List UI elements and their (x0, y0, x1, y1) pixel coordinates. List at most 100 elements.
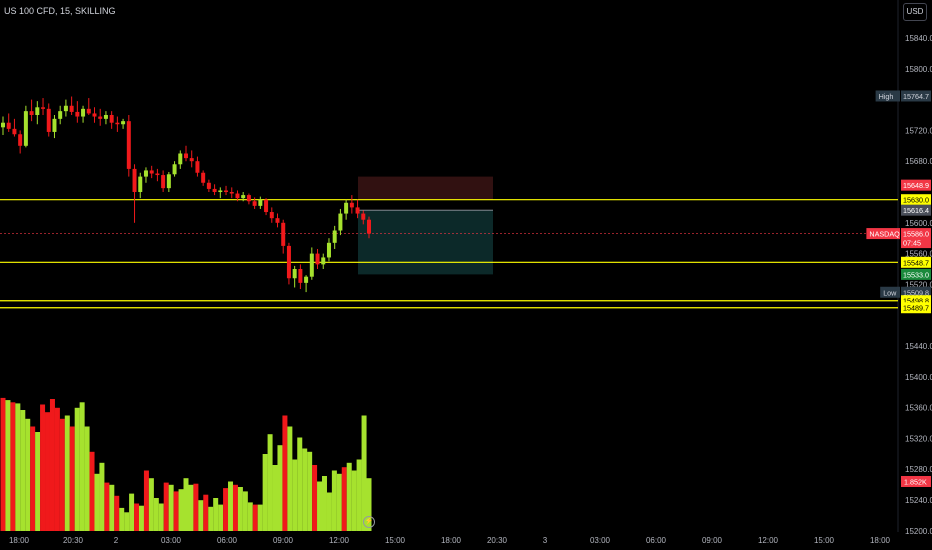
volume-bar (232, 484, 238, 531)
price-label-box (901, 256, 931, 268)
candle-body (23, 111, 28, 146)
volume-bar (138, 505, 144, 531)
volume-bar (183, 478, 189, 531)
price-label-tag-box (880, 286, 900, 298)
volume-bar (168, 484, 174, 531)
currency-button[interactable]: USD (903, 3, 927, 21)
candle-body (103, 115, 108, 119)
candle-body (18, 134, 23, 146)
candle-body (195, 161, 200, 173)
candle-body (224, 190, 229, 192)
x-tick-label: 12:00 (758, 536, 779, 545)
x-tick-label: 18:00 (441, 536, 462, 545)
y-tick-label: 15680.0 (905, 157, 932, 166)
volume-bar (109, 484, 115, 531)
x-tick-label: 2 (114, 536, 119, 545)
price-label-value: 15509.8 (903, 288, 929, 297)
volume-bar (213, 498, 219, 531)
y-tick-label: 15520.0 (905, 280, 932, 289)
candle-body (109, 115, 114, 123)
volume-bar (208, 506, 214, 531)
candle-body (98, 116, 103, 119)
x-tick-label: 20:30 (487, 536, 508, 545)
candle-body (246, 195, 251, 202)
y-tick-label: 15800.0 (905, 65, 932, 74)
price-label-box (901, 286, 931, 298)
candle-body (12, 128, 17, 135)
candle-body (86, 108, 91, 114)
candle-body (326, 242, 331, 258)
volume-bar (282, 415, 288, 531)
x-tick-label: 06:00 (646, 536, 667, 545)
volume-bar (84, 426, 90, 531)
y-tick-label: 15440.0 (905, 342, 932, 351)
price-label-value: 15616.4 (903, 206, 929, 215)
volume-bar (178, 489, 184, 531)
volume-bar (30, 426, 36, 531)
candle-body (155, 173, 160, 176)
volume-bar (307, 451, 313, 531)
candle-body (344, 202, 349, 214)
volume-bar (237, 487, 243, 531)
volume-bar (35, 432, 41, 531)
volume-bar (188, 484, 194, 531)
x-tick-label: 15:00 (385, 536, 406, 545)
volume-bar (336, 473, 342, 531)
volume-bar (119, 507, 125, 531)
x-tick-label: 09:00 (273, 536, 294, 545)
volume-bar (5, 400, 11, 531)
volume-bar (163, 482, 169, 531)
price-label-countdown: 07:45 (903, 239, 921, 248)
lightning-icon[interactable]: ⚡ (363, 516, 375, 528)
candle-body (178, 153, 183, 165)
candle-body (29, 111, 34, 115)
price-label-value: 15586.0 (903, 230, 929, 239)
price-label-value: 15548.7 (903, 258, 929, 267)
volume-bar (79, 402, 85, 531)
volume-bar (54, 407, 60, 531)
volume-bar (366, 478, 372, 531)
volume-bar (252, 504, 258, 531)
candle-body (258, 199, 263, 206)
price-label-box (901, 90, 931, 102)
candle-body (201, 172, 206, 183)
x-tick-label: 18:00 (9, 536, 30, 545)
volume-bar (104, 482, 110, 531)
candle-body (275, 218, 280, 223)
candle-body (121, 121, 126, 125)
volume-bar (45, 412, 51, 531)
volume-bar (20, 410, 26, 531)
candle-body (206, 182, 211, 189)
volume-bar (49, 399, 55, 531)
volume-bar (193, 483, 199, 531)
candle-body (252, 201, 257, 206)
price-label-box (901, 194, 931, 206)
volume-bar (89, 451, 95, 531)
x-tick-label: 03:00 (161, 536, 182, 545)
price-label-value: 15630.0 (903, 196, 929, 205)
volume-bar (257, 504, 263, 531)
volume-bar (124, 512, 130, 531)
candle-body (52, 118, 57, 132)
candle-body (269, 212, 274, 219)
volume-bar (40, 404, 46, 531)
price-label-tag: NASDAQ (869, 230, 900, 239)
symbol-title: US 100 CFD, 15, SKILLING (4, 6, 116, 16)
volume-bar (321, 476, 327, 531)
candle-body (6, 122, 11, 129)
volume-bar (114, 495, 120, 531)
volume-bar (15, 403, 21, 531)
y-tick-label: 15280.0 (905, 465, 932, 474)
candle-body (161, 175, 166, 189)
y-tick-label: 15840.0 (905, 34, 932, 43)
candle-body (264, 199, 269, 213)
y-tick-label: 15560.0 (905, 250, 932, 259)
price-label-box (901, 302, 931, 314)
volume-bar (99, 462, 105, 531)
volume-bar (0, 397, 6, 531)
candle-body (189, 158, 194, 162)
price-label-tag: High (879, 92, 894, 101)
candle-body (355, 207, 360, 214)
volume-bar (292, 459, 298, 531)
